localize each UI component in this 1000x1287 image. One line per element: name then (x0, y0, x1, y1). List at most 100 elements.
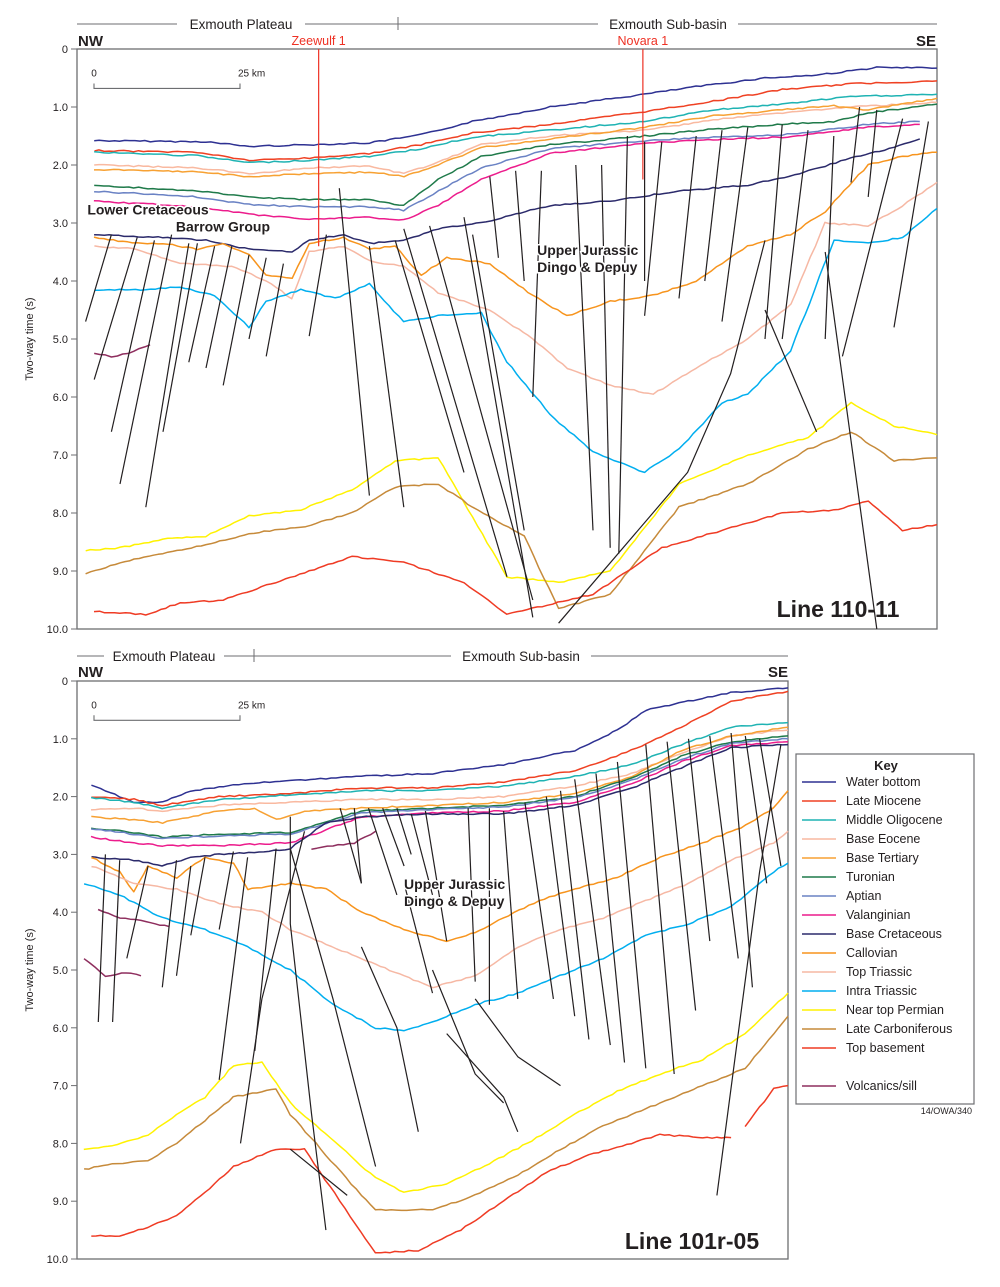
fault-line (289, 848, 377, 1167)
key-label: Late Carboniferous (846, 1022, 952, 1036)
horizon-near-top-permian (83, 992, 789, 1193)
fault-line (472, 234, 525, 531)
y-tick-label: 3.0 (53, 218, 68, 230)
key-frame (795, 753, 975, 1105)
scale-bar-end-label: 25 km (238, 68, 265, 79)
section-line-101r-05: Exmouth Plateau Exmouth Sub-basin NW SE … (24, 647, 789, 1266)
key-label: Middle Oligocene (846, 813, 943, 827)
horizon-late-miocene (94, 80, 938, 162)
horizon-valanginian (90, 740, 789, 847)
fault-line (218, 857, 249, 1080)
fault-line (339, 808, 362, 884)
annotation-label: Upper Jurassic (404, 876, 505, 892)
horizon-turonian (94, 103, 938, 206)
fault-line (558, 240, 766, 624)
section-plot: 0 1.0 2.0 3.0 4.0 5.0 6.0 7.0 8.0 9.0 10.0 Two-way … (24, 44, 938, 636)
well-label: Zeewulf 1 (292, 34, 346, 48)
fault-line (367, 808, 398, 896)
fault-line (616, 761, 647, 1069)
fault-line (429, 225, 534, 601)
horizon-turonian (90, 735, 789, 839)
figure-id: 14/OWA/340 (921, 1106, 972, 1116)
horizon-callovian (93, 151, 937, 317)
fault-line (112, 860, 121, 1023)
fault-line (289, 1148, 348, 1196)
fault-line (645, 744, 675, 1075)
direction-label-se: SE (768, 664, 788, 681)
region-label-exmouth-plateau: Exmouth Plateau (190, 17, 293, 32)
horizon-water-bottom (94, 66, 938, 148)
key-label: Intra Triassic (846, 984, 917, 998)
y-tick-label: 10.0 (47, 624, 68, 636)
fault-line (119, 234, 173, 485)
fault-line (515, 170, 525, 282)
horizon-top-basement (93, 500, 938, 616)
key-label: Near top Permian (846, 1003, 944, 1017)
y-tick-label: 3.0 (53, 849, 68, 861)
section-line-110-11: Exmouth Plateau Exmouth Sub-basin NW SE … (24, 15, 938, 636)
horizon-aptian (94, 120, 920, 212)
annotation-label: Dingo & Depuy (537, 259, 638, 275)
horizon-late-miocene (91, 690, 789, 807)
annotation-label: Barrow Group (176, 219, 270, 235)
scale-bar-start-label: 0 (91, 68, 97, 79)
fault-line (595, 773, 626, 1063)
fault-line (721, 127, 749, 322)
horizon-base-eocene (90, 729, 789, 813)
horizon-valanginian (93, 123, 920, 221)
fault-line (781, 130, 809, 340)
horizon-top-triassic (91, 830, 789, 989)
fault-line (396, 808, 412, 855)
region-label-bg (104, 647, 224, 665)
direction-label-nw: NW (78, 664, 104, 681)
fault-line (524, 802, 554, 999)
fault-line (559, 790, 590, 1040)
fault-line (126, 865, 149, 959)
horizon-top-basement (744, 1084, 789, 1128)
y-tick-label: 4.0 (53, 276, 68, 288)
y-tick-label: 1.0 (53, 102, 68, 114)
fault-line (463, 217, 534, 618)
fault-line (759, 738, 782, 867)
y-tick-label: 2.0 (53, 160, 68, 172)
horizon-base-tertiary (91, 726, 789, 825)
region-label-exmouth-plateau: Exmouth Plateau (113, 649, 216, 664)
fault-line (353, 808, 362, 884)
fault-line (239, 831, 306, 1144)
horizons (85, 66, 938, 616)
fault-line (764, 124, 783, 340)
fault-line (446, 1033, 519, 1133)
fault-line (618, 135, 628, 554)
fault-line (175, 865, 192, 976)
key-label: Aptian (846, 889, 881, 903)
annotation-label: Upper Jurassic (537, 242, 638, 258)
fault-line (704, 130, 723, 282)
horizon-late-carboniferous (85, 431, 938, 610)
key-label: Turonian (846, 870, 895, 884)
fault-line (575, 164, 594, 531)
scale-bar-end-label: 25 km (238, 700, 265, 711)
horizon-middle-oligocene (90, 721, 789, 810)
y-tick-label: 2.0 (53, 792, 68, 804)
key-label: Base Tertiary (846, 851, 919, 865)
horizon-base-cretaceous (94, 138, 921, 253)
y-tick-label: 10.0 (47, 1254, 68, 1266)
horizon-water-bottom (91, 687, 789, 804)
fault-line (601, 164, 611, 548)
fault-line (97, 854, 106, 1023)
fault-line (254, 848, 277, 1051)
fault-line (545, 796, 576, 1017)
scale-bar (93, 83, 241, 89)
key-legend: Key Water bottom Late Miocene Middle Oligo… (795, 753, 975, 1105)
y-tick-label: 4.0 (53, 907, 68, 919)
key-label: Valanginian (846, 908, 910, 922)
key-label: Base Cretaceous (846, 927, 942, 941)
y-axis-label: Two-way time (s) (24, 297, 36, 380)
fault-line (368, 246, 405, 508)
fault-line (424, 810, 448, 942)
fault-line (850, 106, 861, 183)
fault-line (248, 257, 267, 340)
y-tick-label: 8.0 (53, 508, 68, 520)
scale-bar-start-label: 0 (91, 700, 97, 711)
